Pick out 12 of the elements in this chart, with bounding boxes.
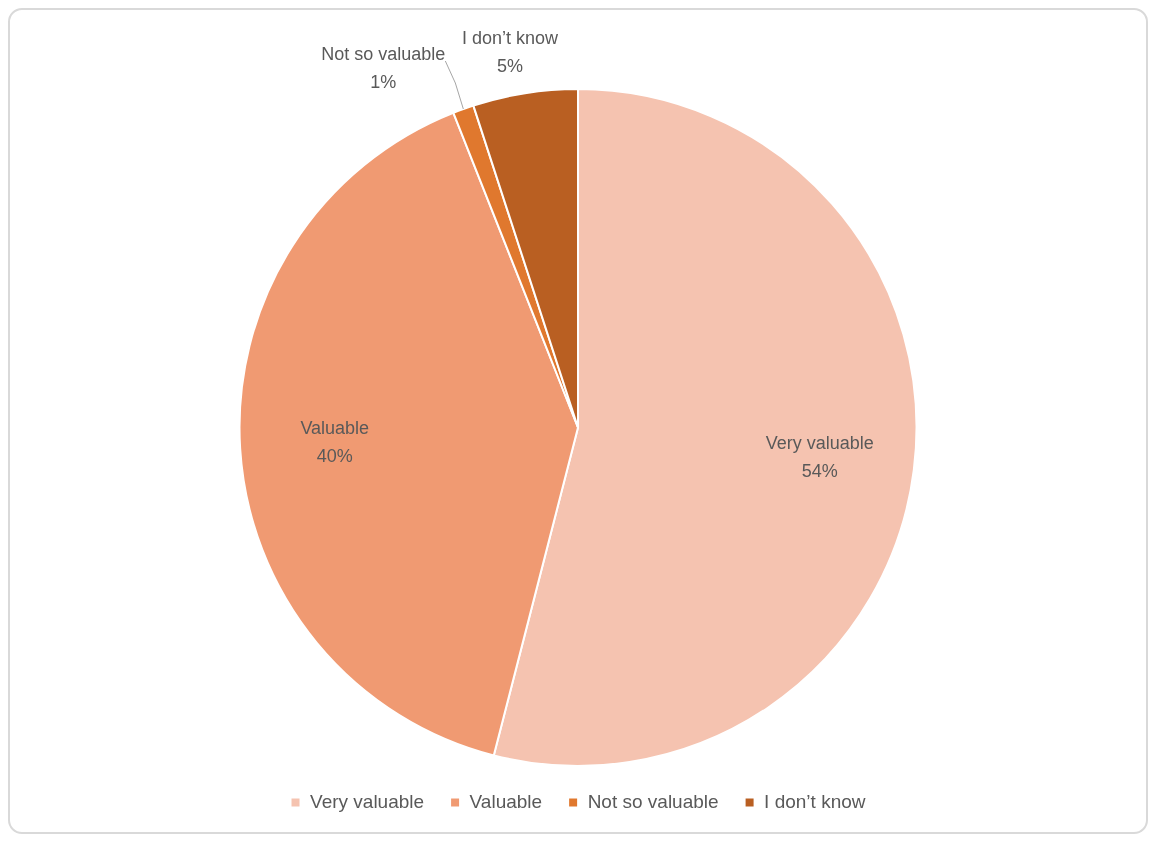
legend-label: Valuable	[469, 790, 543, 812]
slice-label: I don’t know	[462, 28, 560, 49]
legend-label: I don’t know	[764, 790, 866, 812]
data-label: 54%	[801, 461, 838, 482]
data-label: 40%	[316, 445, 353, 466]
legend-label: Not so valuable	[587, 790, 719, 812]
slice-label: Very valuable	[765, 433, 874, 454]
data-label: 1%	[370, 71, 397, 92]
slice-label: Valuable	[300, 417, 370, 438]
slice-label: Not so valuable	[321, 43, 446, 64]
legend-label: Very valuable	[310, 790, 425, 812]
data-label: 5%	[497, 56, 524, 77]
